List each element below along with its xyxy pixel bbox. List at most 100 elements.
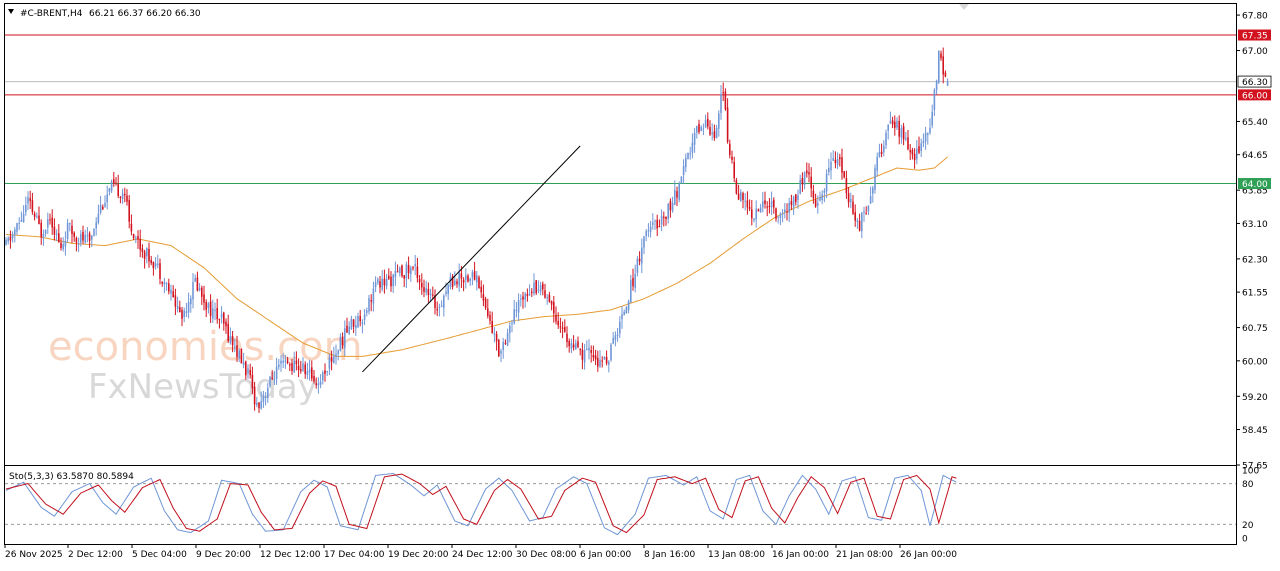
candle <box>570 338 573 354</box>
candle-body <box>489 314 491 321</box>
ascending-trendline[interactable] <box>362 145 581 373</box>
candle-body <box>509 325 511 334</box>
ohlc-readout: 66.21 66.37 66.20 66.30 <box>89 9 201 19</box>
candle <box>790 194 793 210</box>
candle-body <box>839 157 841 160</box>
candle-body <box>476 275 478 283</box>
candle <box>465 268 467 289</box>
candle <box>416 257 419 283</box>
candle-body <box>709 126 711 135</box>
candle-body <box>515 310 518 312</box>
candle-body <box>108 188 111 192</box>
candle-body <box>286 360 289 363</box>
candle-body <box>740 192 742 202</box>
current-price-badge-text: 66.30 <box>1242 78 1268 88</box>
candle <box>341 332 344 349</box>
candle-body <box>119 196 122 198</box>
candle <box>691 133 694 159</box>
candle <box>110 179 113 193</box>
candle <box>86 227 89 243</box>
candle <box>350 315 353 330</box>
candle-body <box>291 363 293 371</box>
candle-body <box>762 201 764 208</box>
candle <box>280 355 282 372</box>
candle <box>412 265 414 271</box>
candle <box>168 278 170 295</box>
candle-body <box>927 133 929 136</box>
candle <box>863 206 865 222</box>
candle <box>643 235 645 255</box>
candle <box>929 118 931 135</box>
candle <box>799 174 801 195</box>
candle <box>715 124 718 139</box>
candle-body <box>359 316 361 322</box>
moving-average-group <box>5 156 948 357</box>
candle-body <box>517 300 520 313</box>
candle-body <box>302 363 304 371</box>
support-2-badge-text: 64.00 <box>1242 180 1268 190</box>
candle-body <box>799 179 801 194</box>
candle-body <box>537 289 540 291</box>
candle <box>858 213 861 232</box>
candle-body <box>410 267 412 275</box>
candle <box>260 391 262 410</box>
candle-body <box>898 120 900 137</box>
candle <box>469 277 471 286</box>
candle <box>566 326 568 348</box>
candle-body <box>480 286 482 293</box>
candle <box>38 206 40 225</box>
candle-body <box>300 369 302 372</box>
candle-body <box>416 266 419 278</box>
candle-body <box>933 89 936 110</box>
candle-body <box>843 171 845 178</box>
candle <box>773 197 775 214</box>
candle-body <box>630 280 632 303</box>
candle <box>568 338 570 353</box>
candle-body <box>737 193 740 200</box>
candle-body <box>878 151 881 157</box>
candle <box>722 82 724 102</box>
candle-body <box>689 153 691 155</box>
candle <box>44 229 47 237</box>
shift-marker-icon[interactable] <box>959 4 969 10</box>
candle <box>242 352 245 369</box>
candle-body <box>685 157 687 168</box>
candle-body <box>555 314 557 322</box>
candle <box>902 122 905 146</box>
candle-body <box>850 198 852 202</box>
price-tick-label: 64.65 <box>1242 151 1268 161</box>
candle-body <box>645 231 647 236</box>
chevron-down-icon[interactable] <box>8 9 14 14</box>
candle <box>212 299 214 324</box>
candle <box>546 294 548 305</box>
candle <box>649 220 652 238</box>
candle-body <box>482 294 485 301</box>
candle-body <box>236 344 238 357</box>
candle-body <box>295 360 298 365</box>
candle <box>511 319 513 333</box>
candle <box>476 270 478 291</box>
candle-body <box>234 346 236 348</box>
candle-body <box>594 355 597 360</box>
candle-body <box>126 195 128 202</box>
candle <box>333 346 335 364</box>
candle-body <box>803 172 806 185</box>
candle <box>194 274 196 283</box>
candle <box>198 283 201 292</box>
candle-body <box>759 207 762 213</box>
candle <box>614 331 617 347</box>
candle-body <box>498 339 500 357</box>
candle <box>841 148 843 180</box>
candle <box>396 264 399 273</box>
candle-body <box>469 278 471 282</box>
candle <box>179 300 181 313</box>
candle-body <box>757 209 760 212</box>
candle-body <box>495 334 498 342</box>
candle <box>319 374 322 389</box>
candle-body <box>874 168 876 190</box>
candle-body <box>592 354 595 358</box>
candle <box>410 265 412 282</box>
candle <box>335 344 337 365</box>
